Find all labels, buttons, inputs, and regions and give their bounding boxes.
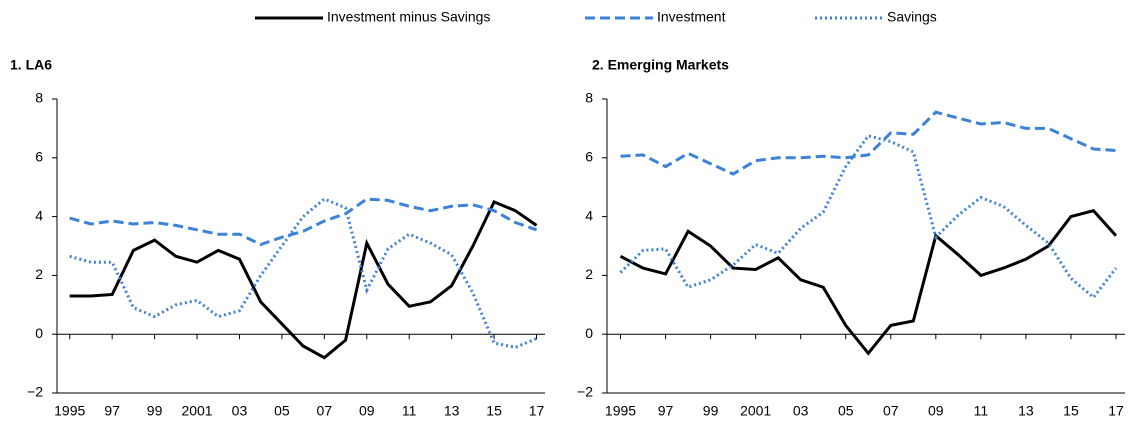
y-tick-label: 6 (35, 149, 43, 165)
x-tick-label: 15 (486, 403, 502, 419)
x-tick-label: 1995 (54, 403, 85, 419)
legend-label: Savings (887, 9, 937, 25)
x-tick-label: 09 (359, 403, 375, 419)
legend-label: Investment (657, 9, 726, 25)
panel-title: 1. LA6 (10, 57, 52, 73)
x-tick-label: 03 (232, 403, 248, 419)
series-line (69, 197, 537, 247)
y-tick-label: 4 (585, 207, 593, 223)
legend-label: Investment minus Savings (327, 9, 490, 25)
x-tick-label: 97 (104, 403, 120, 419)
x-tick-label: 99 (703, 403, 719, 419)
x-tick-label: 07 (883, 403, 899, 419)
x-tick-label: 13 (1018, 403, 1034, 419)
x-tick-label: 03 (793, 403, 809, 419)
x-tick-label: 2001 (740, 403, 771, 419)
y-tick-label: 0 (585, 325, 593, 341)
x-tick-label: 15 (1063, 403, 1079, 419)
y-tick-label: 6 (585, 149, 593, 165)
x-tick-label: 97 (658, 403, 674, 419)
y-tick-label: 0 (35, 325, 43, 341)
series-line (69, 197, 538, 349)
x-tick-label: 13 (444, 403, 460, 419)
y-tick-label: −2 (27, 384, 43, 400)
x-tick-label: 11 (402, 403, 417, 419)
x-tick-label: 99 (147, 403, 163, 419)
x-tick-label: 05 (274, 403, 290, 419)
x-tick-label: 17 (1108, 403, 1124, 419)
y-tick-label: 2 (35, 266, 43, 282)
x-tick-label: 11 (974, 403, 989, 419)
x-tick-label: 17 (529, 403, 545, 419)
x-tick-label: 1995 (605, 403, 636, 419)
series-line (620, 110, 1117, 176)
y-tick-label: 8 (35, 90, 43, 106)
series-line (69, 199, 538, 360)
series-line (619, 209, 1118, 356)
y-tick-label: 8 (585, 90, 593, 106)
x-tick-label: 09 (928, 403, 944, 419)
x-tick-label: 2001 (181, 403, 212, 419)
y-tick-label: −2 (577, 384, 593, 400)
x-tick-label: 07 (317, 403, 333, 419)
panel-title: 2. Emerging Markets (592, 57, 729, 73)
y-tick-label: 4 (35, 207, 43, 223)
x-tick-label: 05 (838, 403, 854, 419)
series-line (619, 134, 1118, 300)
y-tick-label: 2 (585, 266, 593, 282)
